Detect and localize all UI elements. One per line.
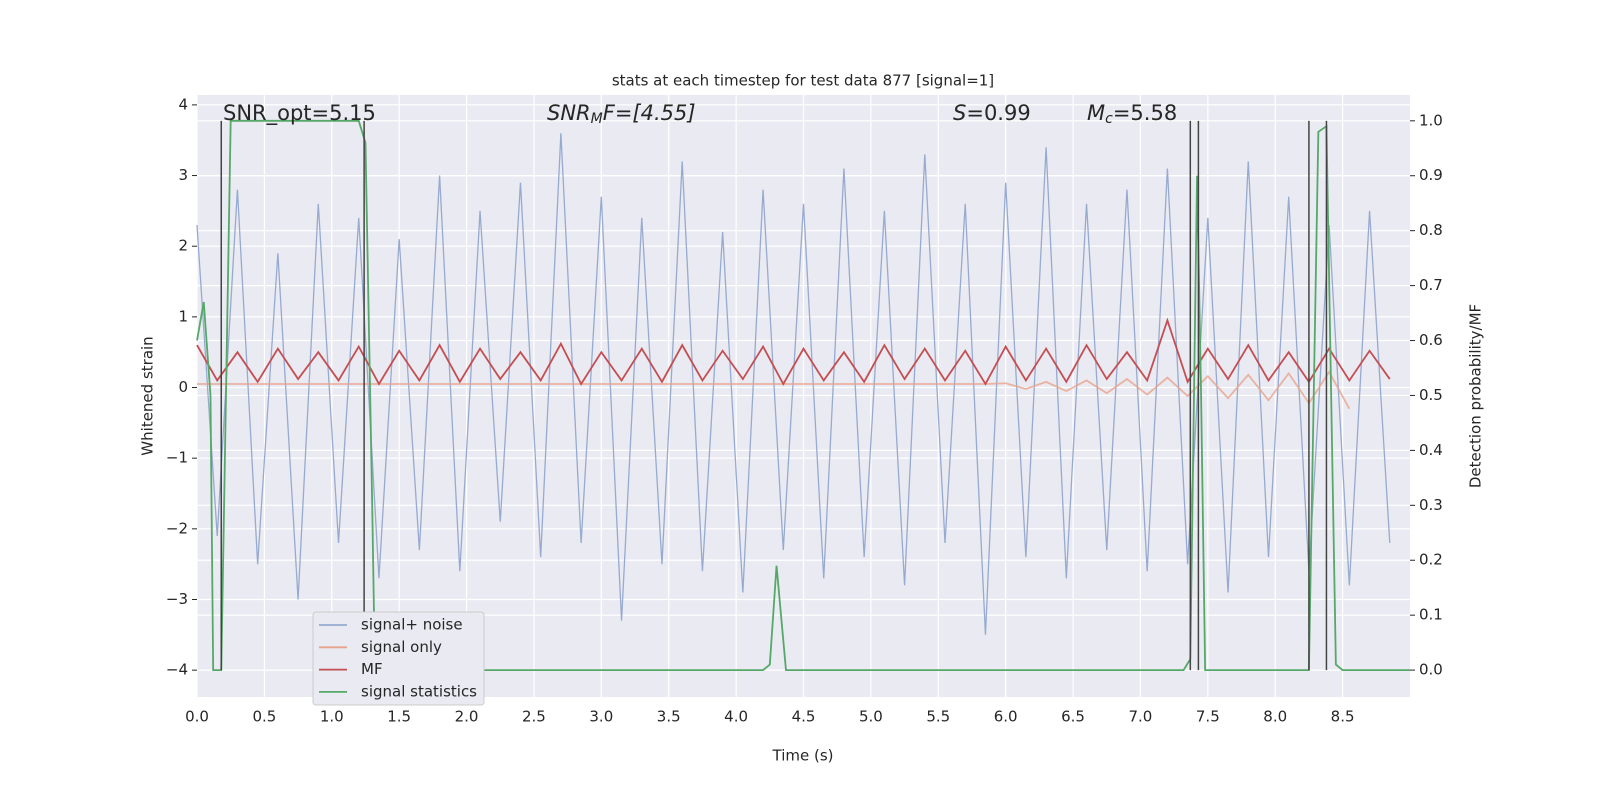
y-tick-label: −1 xyxy=(166,449,188,467)
annotation: SNR_opt=5.15 xyxy=(223,101,376,126)
legend-label: signal statistics xyxy=(361,682,477,700)
annotation-part: F=[4.55] xyxy=(603,101,696,125)
y2-tick-label: 0.5 xyxy=(1419,386,1443,404)
annotation-part: SNR_opt=5.15 xyxy=(223,101,376,126)
y2-tick-label: 1.0 xyxy=(1419,111,1443,129)
x-tick-label: 5.0 xyxy=(859,708,883,726)
x-tick-label: 2.5 xyxy=(522,708,546,726)
x-tick-label: 6.5 xyxy=(1061,708,1085,726)
annotation: SNRMF=[4.55] xyxy=(547,101,696,127)
y2-tick-label: 0.3 xyxy=(1419,496,1443,514)
annotation-part: c xyxy=(1105,111,1113,127)
y2-tick-label: 0.0 xyxy=(1419,661,1443,679)
chart-title: stats at each timestep for test data 877… xyxy=(612,72,994,90)
y-tick-label: 4 xyxy=(178,95,188,113)
x-tick-label: 4.5 xyxy=(792,708,816,726)
x-axis-label: Time (s) xyxy=(772,747,834,765)
y2-tick-label: 0.4 xyxy=(1419,441,1443,459)
series-line xyxy=(196,119,1410,671)
legend-label: MF xyxy=(361,660,383,678)
x-tick-label: 0.5 xyxy=(252,708,276,726)
y-tick-label: 3 xyxy=(178,166,188,184)
y-tick-label: 2 xyxy=(178,237,188,255)
annotation: S=0.99 xyxy=(953,101,1031,125)
legend-label: signal only xyxy=(361,638,442,656)
legend-label: signal+ noise xyxy=(361,616,463,634)
y2-tick-label: 0.2 xyxy=(1419,551,1443,569)
y2-tick-label: 0.1 xyxy=(1419,606,1443,624)
legend-frame xyxy=(312,611,485,706)
x-tick-label: 3.5 xyxy=(657,708,681,726)
x-tick-label: 7.0 xyxy=(1129,708,1153,726)
x-tick-label: 8.0 xyxy=(1263,708,1287,726)
y-tick-label: −2 xyxy=(166,519,188,537)
annotation-part: M xyxy=(591,111,603,127)
annotation-part: S xyxy=(953,101,966,125)
x-tick-label: 4.0 xyxy=(724,708,748,726)
y2-axis-label: Detection probability/MF xyxy=(1467,304,1485,488)
x-tick-label: 2.0 xyxy=(455,708,479,726)
y2-tick-label: 0.9 xyxy=(1419,166,1443,184)
y2-tick-label: 0.8 xyxy=(1419,221,1443,239)
x-tick-label: 7.5 xyxy=(1196,708,1220,726)
y-tick-label: −4 xyxy=(166,661,188,679)
series-line xyxy=(197,370,1351,410)
annotation-part: SNR xyxy=(547,101,591,125)
y-axis-label: Whitened strain xyxy=(139,336,157,455)
x-tick-label: 8.5 xyxy=(1331,708,1355,726)
x-tick-label: 3.0 xyxy=(589,708,613,726)
x-tick-label: 1.5 xyxy=(387,708,411,726)
y2-tick-label: 0.7 xyxy=(1419,276,1443,294)
y-tick-label: 1 xyxy=(178,307,188,325)
annotation-part: =5.58 xyxy=(1113,101,1177,125)
y-tick-label: −3 xyxy=(166,590,188,608)
x-tick-label: 6.0 xyxy=(994,708,1018,726)
y2-tick-label: 0.6 xyxy=(1419,331,1443,349)
annotation: Mc=5.58 xyxy=(1087,101,1177,127)
y-tick-label: 0 xyxy=(178,378,188,396)
annotation-part: M xyxy=(1087,101,1105,125)
x-tick-label: 1.0 xyxy=(320,708,344,726)
x-tick-label: 0.0 xyxy=(185,708,209,726)
x-tick-label: 5.5 xyxy=(926,708,950,726)
annotation-part: =0.99 xyxy=(966,101,1030,125)
